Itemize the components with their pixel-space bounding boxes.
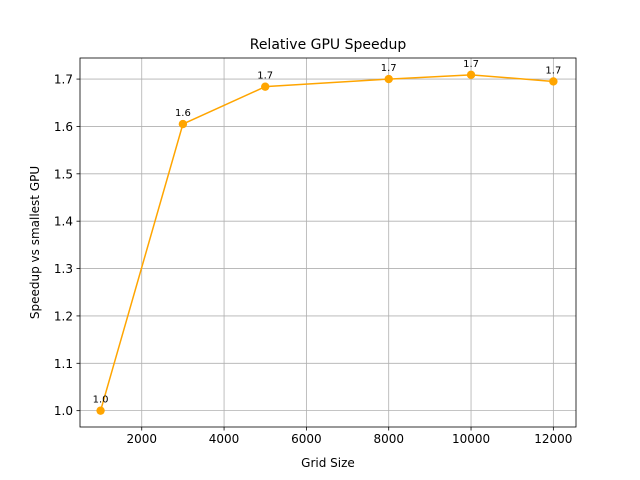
data-label: 1.7 bbox=[463, 59, 479, 70]
y-tick-label: 1.6 bbox=[54, 120, 73, 134]
y-tick-label: 1.1 bbox=[54, 357, 73, 371]
x-axis-label: Grid Size bbox=[301, 456, 355, 470]
data-point bbox=[384, 74, 393, 84]
x-tick-label: 2000 bbox=[126, 432, 157, 446]
y-tick-label: 1.7 bbox=[54, 73, 73, 87]
y-tick-label: 1.5 bbox=[54, 167, 73, 181]
data-point bbox=[261, 82, 270, 91]
x-tick-label: 10000 bbox=[452, 432, 490, 446]
data-point bbox=[96, 406, 105, 415]
series-line bbox=[99, 74, 554, 411]
x-tick-label: 4000 bbox=[209, 432, 240, 446]
data-label: 1.7 bbox=[381, 63, 397, 74]
data-label: 1.7 bbox=[257, 71, 273, 82]
data-point bbox=[466, 70, 476, 80]
y-tick-label: 1.2 bbox=[54, 309, 73, 323]
plot-area-frame bbox=[79, 57, 577, 428]
y-tick-label: 1.0 bbox=[54, 404, 73, 418]
data-label: 1.0 bbox=[93, 395, 109, 406]
x-tick-label: 8000 bbox=[373, 432, 404, 446]
x-tick-label: 6000 bbox=[291, 432, 322, 446]
grid bbox=[80, 58, 576, 427]
y-axis-label: Speedup vs smallest GPU bbox=[28, 166, 42, 319]
data-label: 1.7 bbox=[545, 65, 561, 76]
data-label: 1.6 bbox=[175, 108, 191, 119]
series: 1.0 1.6 1.7 1.7 1.7 1.7 bbox=[93, 59, 561, 415]
x-axis: 2000 4000 6000 8000 10000 12000 bbox=[126, 427, 572, 446]
data-point bbox=[549, 77, 558, 86]
chart-title: Relative GPU Speedup bbox=[250, 37, 407, 53]
x-tick-label: 12000 bbox=[534, 432, 572, 446]
y-axis: 1.0 1.1 1.2 1.3 1.4 1.5 1.6 1.7 bbox=[54, 73, 80, 418]
data-point bbox=[178, 119, 188, 129]
y-tick-label: 1.4 bbox=[54, 215, 73, 229]
y-tick-label: 1.3 bbox=[54, 262, 73, 276]
